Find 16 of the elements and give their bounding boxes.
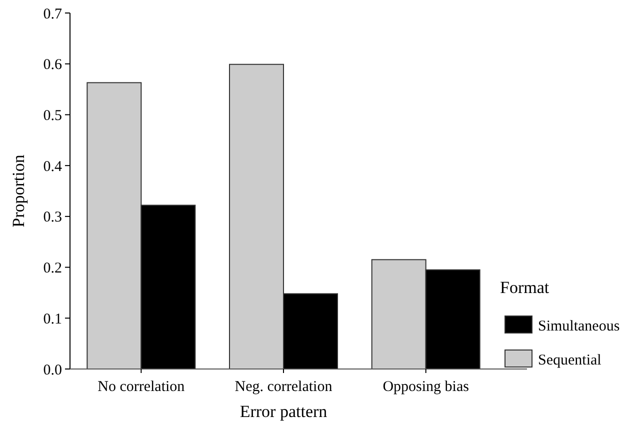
x-tick-label: Neg. correlation (234, 379, 333, 395)
x-tick-label: Opposing bias (382, 379, 470, 395)
y-tick-label: 0.6 (43, 57, 62, 74)
y-tick-label: 0.2 (43, 260, 62, 277)
legend-title: Format (500, 278, 550, 297)
y-tick-label: 0.7 (43, 6, 62, 22)
y-tick-label: 0.3 (43, 210, 62, 226)
y-axis-title: Proportion (9, 154, 28, 228)
y-tick-label: 0.5 (43, 108, 62, 124)
y-tick-label: 0.4 (43, 158, 62, 175)
legend-label: Sequential (538, 352, 602, 368)
x-axis-title: Error pattern (240, 402, 328, 421)
x-tick-label: No correlation (98, 379, 186, 395)
y-tick-label: 0.1 (43, 311, 62, 328)
legend-label: Simultaneous (538, 318, 620, 334)
y-tick-label: 0.0 (43, 362, 62, 378)
